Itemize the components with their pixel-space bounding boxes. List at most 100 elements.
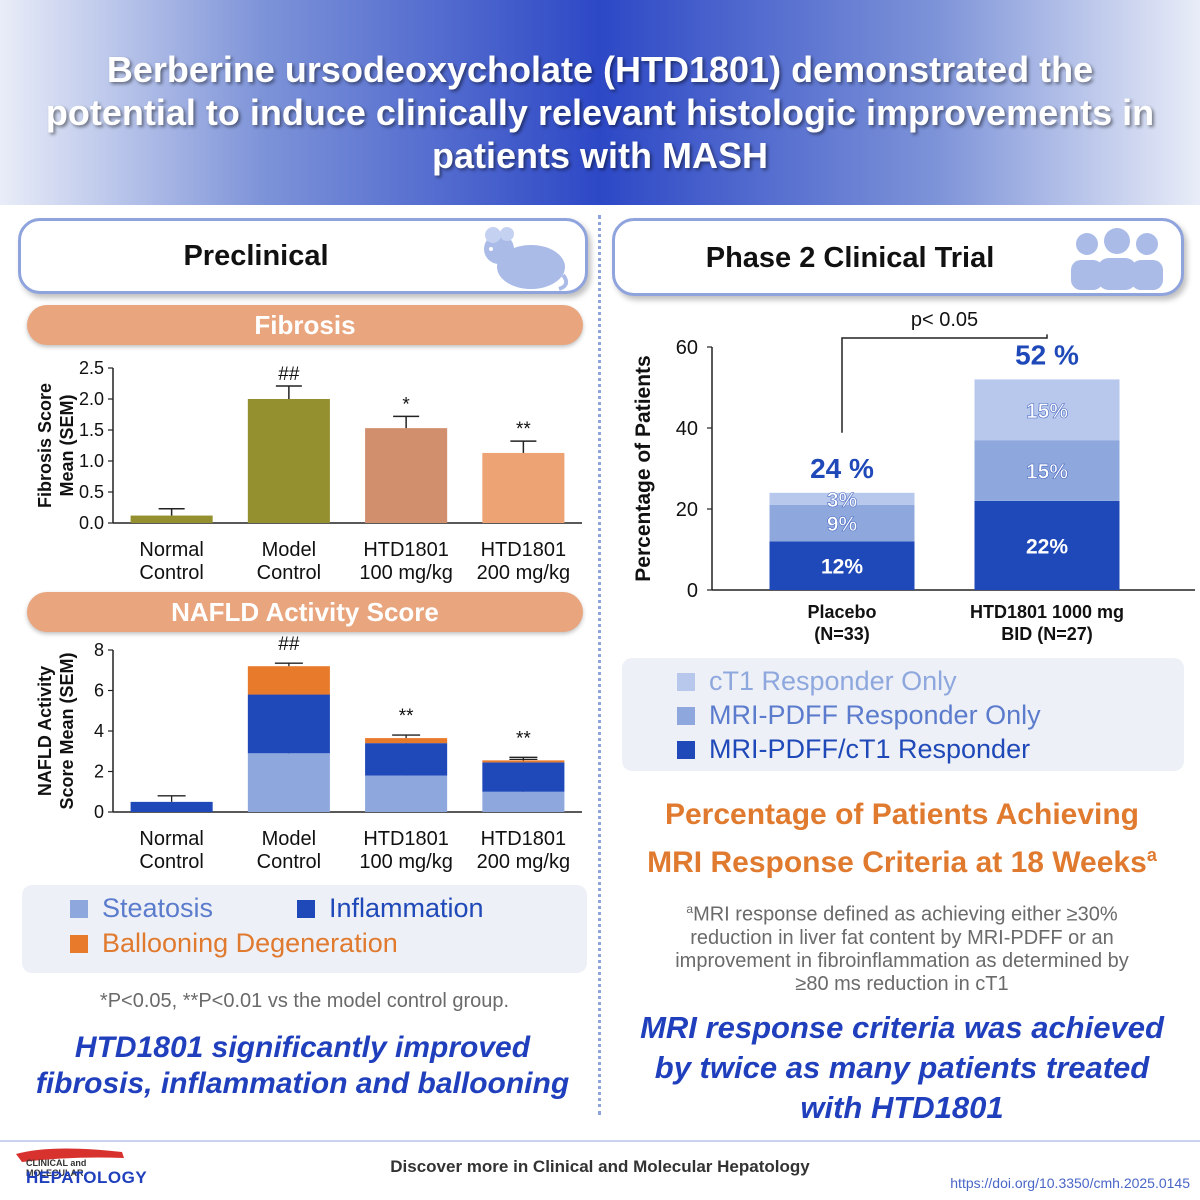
phase2-title: Phase 2 Clinical Trial bbox=[705, 242, 995, 274]
y-tick-label: 60 bbox=[676, 337, 698, 359]
y-tick-label: 2.0 bbox=[79, 389, 104, 409]
preclinical-conclusion-line2: fibrosis, inflammation and ballooning bbox=[35, 1067, 570, 1100]
mri-footnote-line3: improvement in fibroinflammation as dete… bbox=[675, 949, 1129, 972]
legend-pdff: MRI-PDFF Responder Only bbox=[677, 700, 1041, 731]
phase2-header: Phase 2 Clinical Trial bbox=[612, 218, 1184, 296]
x-category-label-line2: Control bbox=[139, 851, 203, 873]
column-divider bbox=[598, 215, 601, 1115]
total-label: 52 % bbox=[1015, 339, 1079, 370]
preclinical-conclusion-line1: HTD1801 significantly improved bbox=[74, 1031, 531, 1064]
legend-ct1-label: cT1 Responder Only bbox=[709, 666, 957, 696]
x-category-label-line2: (N=33) bbox=[814, 624, 870, 644]
bar-segment-inflammation bbox=[365, 743, 448, 776]
x-category-label-line1: HTD1801 bbox=[481, 828, 567, 850]
mri-conclusion-line1: MRI response criteria was achieved bbox=[640, 1010, 1164, 1045]
y-axis-label-line2: Mean (SEM) bbox=[57, 394, 77, 496]
significance-marker: ** bbox=[399, 706, 414, 727]
x-category-label-line2: 100 mg/kg bbox=[359, 562, 452, 584]
logo-line2: HEPATOLOGY bbox=[26, 1168, 148, 1187]
x-category-label-line1: Placebo bbox=[807, 602, 876, 622]
significance-bracket bbox=[841, 334, 1048, 433]
y-tick-label: 1.5 bbox=[79, 420, 104, 440]
bar-segment-both bbox=[769, 541, 915, 590]
y-tick-label: 20 bbox=[676, 499, 698, 521]
significance-marker: * bbox=[402, 394, 410, 415]
bar-segment-ballooning bbox=[365, 738, 448, 744]
mri-heading-line1: Percentage of Patients Achieving bbox=[664, 798, 1140, 831]
bar-segment-pdff bbox=[769, 504, 915, 542]
bar bbox=[482, 452, 565, 523]
mri-footnote-line1: MRI response defined as achieving either… bbox=[693, 903, 1118, 926]
bar-segment-steatosis bbox=[247, 753, 330, 812]
header-banner bbox=[0, 0, 1200, 205]
y-tick-label: 0 bbox=[687, 580, 698, 602]
doi-link[interactable]: https://doi.org/10.3350/cmh.2025.0145 bbox=[950, 1175, 1190, 1191]
mri-conclusion-line2: by twice as many patients treated bbox=[654, 1050, 1150, 1085]
mri-footnote-sup: a bbox=[686, 902, 694, 916]
mri-legend: cT1 Responder Only MRI-PDFF Responder On… bbox=[622, 658, 1184, 771]
both-swatch bbox=[677, 740, 695, 759]
bar-segment-steatosis bbox=[482, 791, 565, 812]
x-category-label-line1: HTD1801 bbox=[363, 828, 449, 850]
y-tick-label: 6 bbox=[94, 681, 104, 701]
y-axis-label-line1: Fibrosis Score bbox=[35, 383, 55, 508]
x-category-label-line2: Control bbox=[257, 562, 321, 584]
mri-conclusion-line3: with HTD1801 bbox=[800, 1090, 1004, 1125]
page-title: Berberine ursodeoxycholate (HTD1801) dem… bbox=[45, 49, 1155, 176]
segment-label: 22% bbox=[1026, 535, 1068, 558]
significance-marker: ** bbox=[516, 728, 531, 749]
mri-conclusion: MRI response criteria was achieved by tw… bbox=[612, 1008, 1192, 1128]
x-category-label-line1: Normal bbox=[139, 828, 203, 850]
footer-divider bbox=[0, 1140, 1200, 1142]
bar-segment-ballooning bbox=[247, 666, 330, 695]
x-category-label-line1: Model bbox=[262, 539, 316, 561]
segment-label: 9% bbox=[827, 513, 858, 536]
p-value-label: p< 0.05 bbox=[911, 309, 978, 331]
steatosis-swatch bbox=[70, 899, 88, 918]
legend-ballooning: Ballooning Degeneration bbox=[70, 928, 398, 959]
bar bbox=[365, 428, 448, 523]
bar-segment-ct1 bbox=[974, 379, 1120, 441]
segment-label: 3% bbox=[827, 489, 858, 512]
y-tick-label: 0.0 bbox=[79, 513, 104, 533]
bar-segment-steatosis bbox=[365, 775, 448, 812]
journal-logo[interactable]: CLINICAL and MOLECULAR HEPATOLOGY bbox=[12, 1146, 147, 1192]
mri-heading: Percentage of Patients Achieving MRI Res… bbox=[612, 795, 1192, 883]
nas-chart: 0 2 4 6 8 NAFLD Activity Score Mean (SEM) Norma… bbox=[35, 634, 582, 873]
bar-segment-inflammation bbox=[130, 801, 213, 812]
x-category-label-line1: HTD1801 bbox=[481, 539, 567, 561]
significance-marker: ** bbox=[516, 419, 531, 440]
ct1-swatch bbox=[677, 672, 695, 691]
liver-logo-icon bbox=[16, 1148, 124, 1162]
y-axis-label-line1: NAFLD Activity bbox=[35, 666, 55, 796]
mri-footnote-line4: ≥80 ms reduction in cT1 bbox=[795, 972, 1009, 995]
mouse-icon bbox=[484, 227, 569, 291]
legend-steatosis-label: Steatosis bbox=[102, 893, 214, 923]
x-category-label-line2: BID (N=27) bbox=[1001, 624, 1093, 644]
x-category-label-line2: 200 mg/kg bbox=[477, 562, 570, 584]
legend-pdff-label: MRI-PDFF Responder Only bbox=[709, 700, 1041, 730]
preclinical-title: Preclinical bbox=[183, 240, 329, 272]
mri-footnote-line2: reduction in liver fat content by MRI-PD… bbox=[690, 926, 1114, 949]
y-tick-label: 40 bbox=[676, 418, 698, 440]
logo-line1: CLINICAL and MOLECULAR bbox=[26, 1158, 87, 1178]
mri-heading-line2: MRI Response Criteria at 18 Weeks bbox=[647, 846, 1147, 879]
bar-segment-ballooning bbox=[482, 760, 565, 763]
mri-footnote: aMRI response defined as achieving eithe… bbox=[612, 898, 1192, 996]
y-axis-label-line2: Score Mean (SEM) bbox=[57, 652, 77, 809]
y-tick-label: 8 bbox=[94, 640, 104, 660]
bar bbox=[130, 515, 213, 523]
preclinical-footnote: *P<0.05, **P<0.01 vs the model control g… bbox=[99, 990, 510, 1012]
y-tick-label: 0.5 bbox=[79, 482, 104, 502]
bar-segment-ct1 bbox=[769, 492, 915, 505]
x-category-label-line1: Normal bbox=[139, 539, 203, 561]
legend-ct1: cT1 Responder Only bbox=[677, 666, 957, 697]
segment-label: 15% bbox=[1026, 400, 1068, 423]
bar bbox=[247, 399, 330, 523]
nas-pill: NAFLD Activity Score bbox=[27, 592, 583, 632]
x-category-label-line1: HTD1801 bbox=[363, 539, 449, 561]
legend-inflammation-label: Inflammation bbox=[329, 893, 484, 923]
x-category-label-line2: Control bbox=[257, 851, 321, 873]
y-tick-label: 0 bbox=[94, 802, 104, 822]
significance-marker: ## bbox=[278, 634, 300, 655]
